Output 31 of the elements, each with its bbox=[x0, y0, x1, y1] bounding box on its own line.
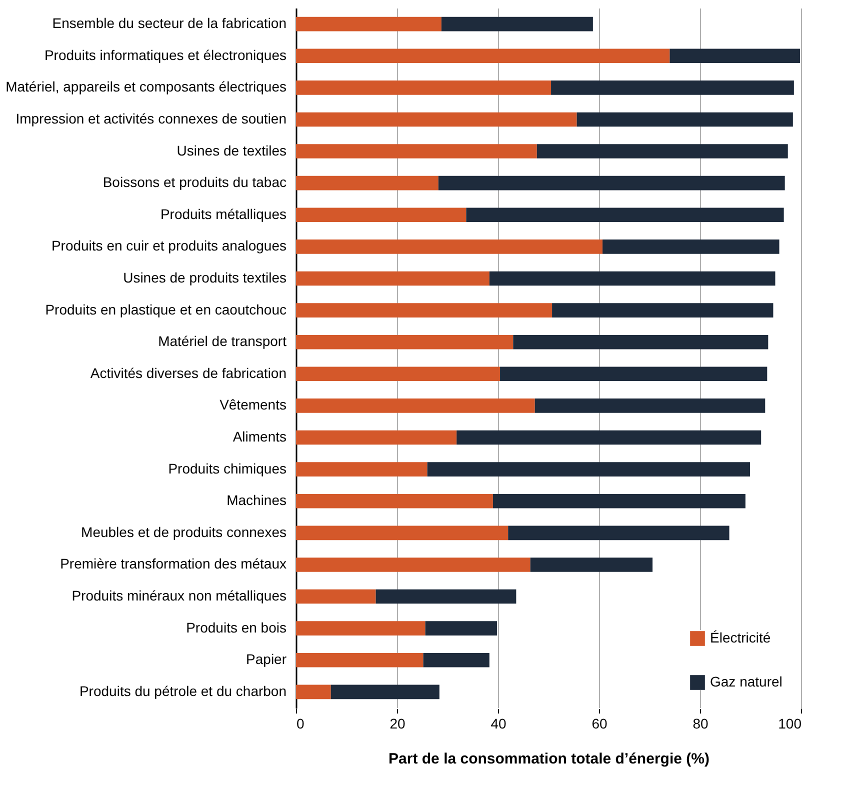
y-tick-label: Produits du pétrole et du charbon bbox=[79, 682, 286, 699]
y-tick-label: Produits en plastique et en caoutchouc bbox=[45, 301, 286, 318]
y-tick-label: Aliments bbox=[232, 428, 286, 445]
x-tick-label: 100 bbox=[778, 716, 802, 732]
y-tick-label: Produits chimiques bbox=[168, 460, 286, 476]
y-tick-label: Activités diverses de fabrication bbox=[90, 364, 286, 381]
x-tick-label: 80 bbox=[692, 716, 708, 732]
x-tick-label: 60 bbox=[592, 716, 608, 732]
y-tick-label: Usines de textiles bbox=[176, 142, 286, 158]
y-tick-label: Machines bbox=[226, 492, 286, 508]
y-tick-label: Produits en bois bbox=[186, 619, 286, 636]
y-tick-label: Produits minéraux non métalliques bbox=[72, 588, 286, 604]
legend-label: Électricité bbox=[710, 630, 771, 646]
y-tick-label: Matériel, appareils et composants électriques bbox=[6, 78, 286, 95]
x-tick-label: 20 bbox=[390, 716, 406, 732]
y-tick-label: Produits informatiques et électroniques bbox=[44, 46, 286, 63]
x-tick-label: 0 bbox=[296, 716, 304, 732]
y-tick-label: Matériel de transport bbox=[158, 333, 287, 350]
y-tick-label: Meubles et de produits connexes bbox=[81, 524, 286, 540]
x-axis-title: Part de la consommation totale d’énergie (%) bbox=[388, 750, 710, 768]
y-tick-label: Ensemble du secteur de la fabrication bbox=[52, 15, 286, 32]
y-tick-label: Produits en cuir et produits analogues bbox=[51, 238, 286, 254]
y-tick-label: Usines de produits textiles bbox=[123, 269, 286, 286]
y-tick-label: Première transformation des métaux bbox=[60, 556, 286, 572]
y-tick-label: Vêtements bbox=[220, 396, 286, 413]
y-tick-label: Impression et activités connexes de soutien bbox=[16, 110, 286, 126]
y-tick-label: Produits métalliques bbox=[160, 206, 286, 222]
y-tick-label: Boissons et produits du tabac bbox=[102, 174, 286, 190]
x-tick-label: 40 bbox=[490, 716, 506, 732]
legend-label: Gaz naturel bbox=[710, 674, 782, 690]
y-tick-label: Papier bbox=[246, 651, 287, 668]
